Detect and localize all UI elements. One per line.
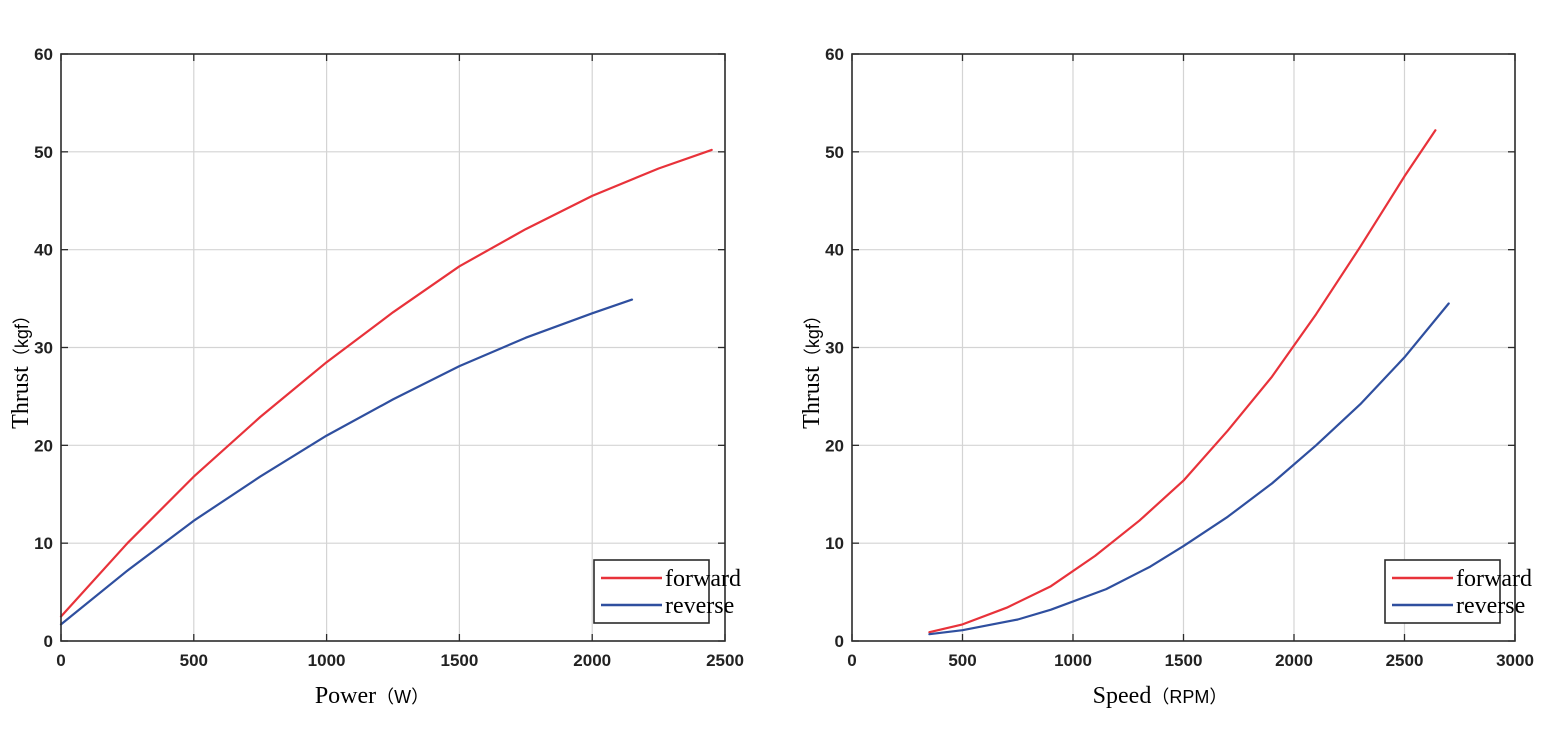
legend-box — [593, 559, 710, 624]
series-line-forward — [59, 148, 713, 618]
x-axis-label-name: Speed — [1093, 683, 1152, 709]
x-tick-label: 2000 — [1275, 651, 1313, 670]
y-tick-label: 20 — [34, 436, 53, 455]
x-tick-label: 1500 — [1165, 651, 1203, 670]
y-axis-label-name: Thrust — [799, 366, 825, 429]
y-tick-label: 30 — [825, 339, 844, 358]
legend-label-reverse: reverse — [1456, 593, 1525, 619]
legend-label-forward: forward — [665, 566, 741, 592]
x-tick-label: 2500 — [706, 651, 744, 670]
plot-frame — [851, 53, 1516, 642]
x-axis-label-unit: （RPM） — [1151, 687, 1227, 707]
x-axis-label-name: Power — [315, 683, 376, 709]
y-axis-label-name: Thrust — [8, 366, 34, 429]
x-tick-label: 2500 — [1386, 651, 1424, 670]
series-line-forward — [928, 129, 1437, 634]
x-tick-label: 500 — [180, 651, 208, 670]
y-tick-label: 0 — [835, 632, 844, 651]
chart-panel-2: 0 500 1000 1500 2000 2500 3000 0 10 20 30 40 50 60 Spe… — [799, 45, 1534, 709]
series-line-reverse — [928, 302, 1450, 636]
y-tick-label: 20 — [825, 436, 844, 455]
y-tick-label: 40 — [34, 241, 53, 260]
x-tick-label: 1000 — [308, 651, 346, 670]
y-axis-label-unit: （kgf） — [803, 306, 823, 366]
y-tick-label: 40 — [825, 241, 844, 260]
series-line-reverse — [59, 298, 634, 626]
y-tick-label: 60 — [34, 45, 53, 64]
x-axis-label-unit: （W） — [376, 687, 429, 707]
y-axis-label: Thrust（kgf） — [8, 306, 34, 429]
x-tick-label: 500 — [948, 651, 976, 670]
y-tick-label: 60 — [825, 45, 844, 64]
chart-panel-1: 0 500 1000 1500 2000 2500 0 10 20 30 40 50 60 Power（W… — [8, 45, 744, 709]
x-tick-label: 0 — [56, 651, 65, 670]
legend-label-reverse: reverse — [665, 593, 734, 619]
x-tick-label: 1500 — [440, 651, 478, 670]
y-tick-label: 50 — [34, 143, 53, 162]
x-axis-label: Power（W） — [315, 683, 429, 709]
y-axis-label: Thrust（kgf） — [799, 306, 825, 429]
y-tick-label: 30 — [34, 339, 53, 358]
plot-frame — [60, 53, 726, 642]
y-tick-label: 10 — [34, 534, 53, 553]
legend-label-forward: forward — [1456, 566, 1532, 592]
y-tick-label: 10 — [825, 534, 844, 553]
x-axis-label: Speed（RPM） — [1093, 683, 1228, 709]
legend-box — [1384, 559, 1501, 624]
y-axis-label-unit: （kgf） — [12, 306, 32, 366]
x-tick-label: 3000 — [1496, 651, 1534, 670]
y-tick-label: 50 — [825, 143, 844, 162]
x-tick-label: 2000 — [573, 651, 611, 670]
x-tick-label: 1000 — [1054, 651, 1092, 670]
y-tick-label: 0 — [44, 632, 53, 651]
x-tick-label: 0 — [847, 651, 856, 670]
